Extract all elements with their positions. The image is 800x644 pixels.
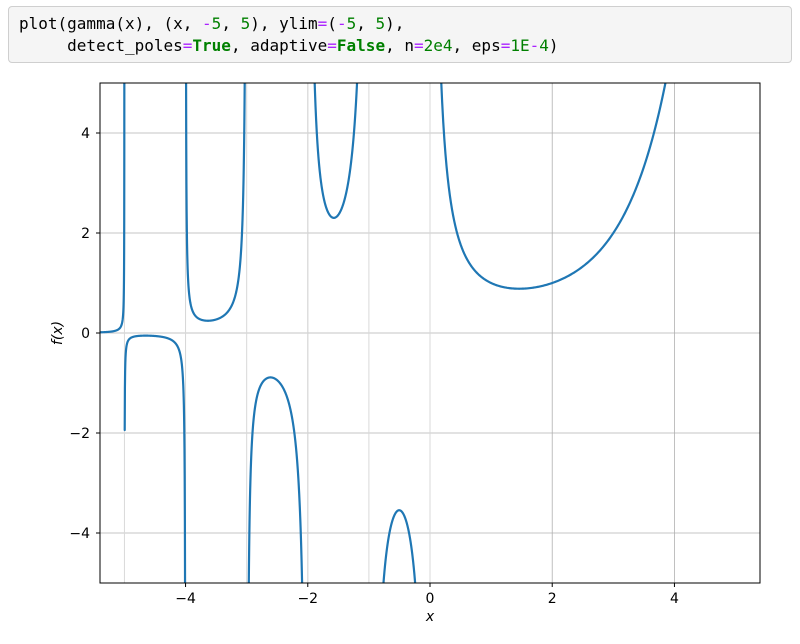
code-op: =: [327, 36, 337, 55]
code-text: ),: [385, 14, 404, 33]
code-number: 5: [212, 14, 222, 33]
code-text: , adaptive: [231, 36, 327, 55]
xtick-label: 0: [426, 591, 435, 607]
code-number: 5: [347, 14, 357, 33]
code-op: =: [318, 14, 328, 33]
code-minus: -: [202, 14, 212, 33]
ytick-label: −2: [69, 425, 90, 441]
ytick-label: 4: [81, 125, 90, 141]
code-minus: -: [337, 14, 347, 33]
code-text: ,: [356, 14, 375, 33]
code-op: =: [183, 36, 193, 55]
xtick-label: 4: [670, 591, 679, 607]
code-number: 1E: [510, 36, 529, 55]
xtick-label: 2: [548, 591, 557, 607]
ytick-label: −4: [69, 525, 90, 541]
ytick-label: 2: [81, 225, 90, 241]
code-op: =: [501, 36, 511, 55]
code-text: ): [549, 36, 559, 55]
code-text: , n: [385, 36, 414, 55]
code-number: 2e4: [424, 36, 453, 55]
code-text: ), ylim: [250, 14, 317, 33]
y-axis-label: f(x): [50, 321, 66, 345]
xtick-label: −4: [175, 591, 196, 607]
code-keyword: True: [192, 36, 231, 55]
xtick-label: −2: [297, 591, 318, 607]
gamma-plot: −4 −2 0 2 4 −4 −2 0 2 4 x f(x): [20, 71, 780, 633]
code-number: 5: [241, 14, 251, 33]
code-number: 5: [375, 14, 385, 33]
code-cell: plot(gamma(x), (x, -5, 5), ylim=(-5, 5),…: [8, 6, 792, 63]
code-text: detect_poles: [19, 36, 183, 55]
code-keyword: False: [337, 36, 385, 55]
code-minus: -: [530, 36, 540, 55]
code-op: =: [414, 36, 424, 55]
page-root: plot(gamma(x), (x, -5, 5), ylim=(-5, 5),…: [0, 0, 800, 644]
code-text: (: [327, 14, 337, 33]
x-axis-label: x: [425, 609, 435, 625]
code-text: plot(gamma(x), (x,: [19, 14, 202, 33]
chart-container: −4 −2 0 2 4 −4 −2 0 2 4 x f(x): [8, 63, 792, 640]
code-number: 4: [539, 36, 549, 55]
code-text: ,: [221, 14, 240, 33]
ytick-label: 0: [81, 325, 90, 341]
code-text: , eps: [453, 36, 501, 55]
